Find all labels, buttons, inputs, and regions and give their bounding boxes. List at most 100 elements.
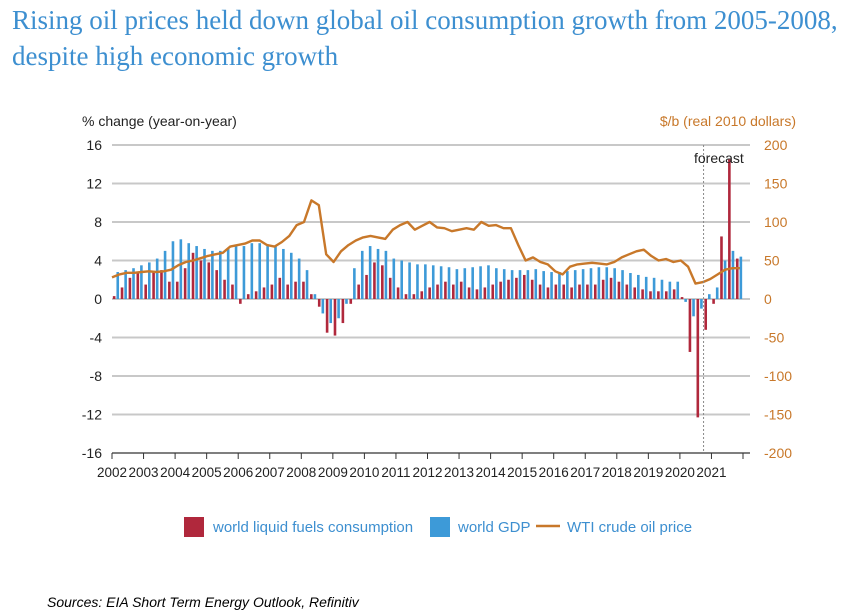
consumption-bar — [467, 287, 471, 299]
consumption-bar — [168, 281, 171, 299]
gdp-bar — [526, 270, 530, 299]
consumption-bar — [136, 272, 140, 299]
x-tick-label: 2004 — [160, 465, 191, 480]
consumption-bar — [649, 291, 652, 299]
consumption-bar — [144, 284, 147, 299]
gdp-bar — [629, 273, 632, 299]
gdp-bar — [660, 279, 664, 299]
consumption-bar — [712, 299, 715, 304]
gdp-bar — [424, 264, 427, 299]
consumption-bar — [388, 277, 392, 299]
gdp-bar — [644, 276, 648, 299]
gdp-bar — [613, 268, 616, 299]
gdp-bar — [431, 265, 435, 299]
consumption-bar — [381, 265, 384, 299]
consumption-bar — [349, 299, 353, 304]
gdp-bar — [502, 269, 506, 299]
y-tick-label-right: -100 — [764, 368, 792, 384]
gdp-bar — [163, 250, 167, 299]
consumption-bar — [554, 284, 558, 299]
consumption-bar — [609, 277, 613, 299]
legend-swatch-consumption — [184, 517, 204, 537]
gdp-bar — [573, 270, 577, 299]
consumption-bar — [672, 289, 676, 299]
consumption-bar — [562, 284, 566, 299]
gdp-bar — [510, 270, 514, 299]
y-tick-label-right: -150 — [764, 407, 792, 423]
consumption-bar — [357, 284, 360, 299]
consumption-bar — [294, 281, 297, 299]
consumption-bar — [412, 294, 416, 299]
consumption-bar — [720, 236, 723, 299]
oil-price-line — [111, 199, 740, 285]
x-tick-label: 2010 — [349, 465, 379, 480]
y-tick-label-left: -16 — [82, 445, 102, 461]
gdp-bar — [384, 250, 388, 299]
consumption-bar — [365, 274, 368, 299]
gdp-bar — [321, 299, 325, 314]
x-tick-label: 2018 — [602, 465, 632, 480]
consumption-bar — [633, 287, 637, 299]
consumption-bar — [128, 277, 132, 299]
gdp-bar — [179, 239, 183, 299]
consumption-bar — [223, 279, 226, 299]
forecast-label: forecast — [694, 150, 744, 166]
gdp-bar — [305, 270, 309, 299]
gdp-bar — [605, 267, 609, 299]
consumption-bar — [538, 284, 542, 299]
consumption-bar — [696, 299, 700, 418]
consumption-bar — [657, 291, 660, 299]
gdp-bar — [211, 250, 214, 299]
y-tick-label-right: 0 — [764, 291, 772, 307]
consumption-bar — [507, 279, 510, 299]
gdp-bar — [218, 250, 222, 299]
gdp-bar — [676, 281, 680, 299]
consumption-bar — [704, 299, 708, 330]
consumption-bar — [199, 260, 203, 299]
gdp-bar — [463, 268, 467, 299]
gdp-bar — [297, 258, 301, 299]
gdp-bar — [668, 281, 672, 299]
legend-label-price: WTI crude oil price — [567, 519, 692, 536]
consumption-bar — [341, 299, 345, 324]
x-tick-label: 2020 — [665, 465, 695, 480]
consumption-bar — [175, 281, 179, 299]
consumption-bar — [112, 296, 116, 299]
gdp-bar — [329, 299, 333, 324]
gdp-bar — [392, 258, 396, 299]
consumption-bar — [404, 294, 408, 299]
chart-title: Rising oil prices held down global oil c… — [12, 5, 838, 71]
consumption-bar — [120, 287, 124, 299]
gdp-bar — [226, 248, 230, 299]
gdp-bar — [313, 294, 317, 299]
consumption-bar — [436, 284, 439, 299]
x-tick-label: 2006 — [223, 465, 253, 480]
x-tick-label: 2011 — [381, 465, 410, 480]
axes: 16 200 12 150 8 100 4 50 0 0 -4 -50 -8 -100 -12 -150 -16… — [82, 137, 792, 480]
x-tick-label: 2003 — [129, 465, 159, 480]
gdp-bar — [566, 271, 569, 299]
consumption-bar — [499, 281, 502, 299]
gdp-bar — [652, 277, 656, 299]
x-tick-label: 2013 — [444, 465, 474, 480]
consumption-bar — [333, 299, 337, 336]
gdp-bar — [147, 262, 151, 299]
gdp-bar — [282, 248, 285, 299]
gdp-bar — [140, 265, 143, 299]
gdp-bar — [495, 268, 498, 299]
consumption-bar — [160, 270, 163, 299]
gdp-bar — [132, 268, 135, 299]
gdp-bar — [487, 265, 490, 299]
y-tick-label-right: 200 — [764, 137, 788, 153]
gdp-bar — [187, 243, 191, 299]
x-tick-label: 2009 — [318, 465, 348, 480]
consumption-bar — [239, 299, 242, 304]
consumption-bar — [522, 274, 526, 299]
legend-label-consumption: world liquid fuels consumption — [212, 519, 413, 536]
y-tick-label-right: -200 — [764, 445, 792, 461]
gdp-bar — [416, 264, 419, 299]
gdp-bar — [155, 258, 159, 299]
legend: world liquid fuels consumption world GDP W… — [184, 517, 692, 537]
consumption-bar — [459, 281, 463, 299]
consumption-bar — [641, 289, 644, 299]
